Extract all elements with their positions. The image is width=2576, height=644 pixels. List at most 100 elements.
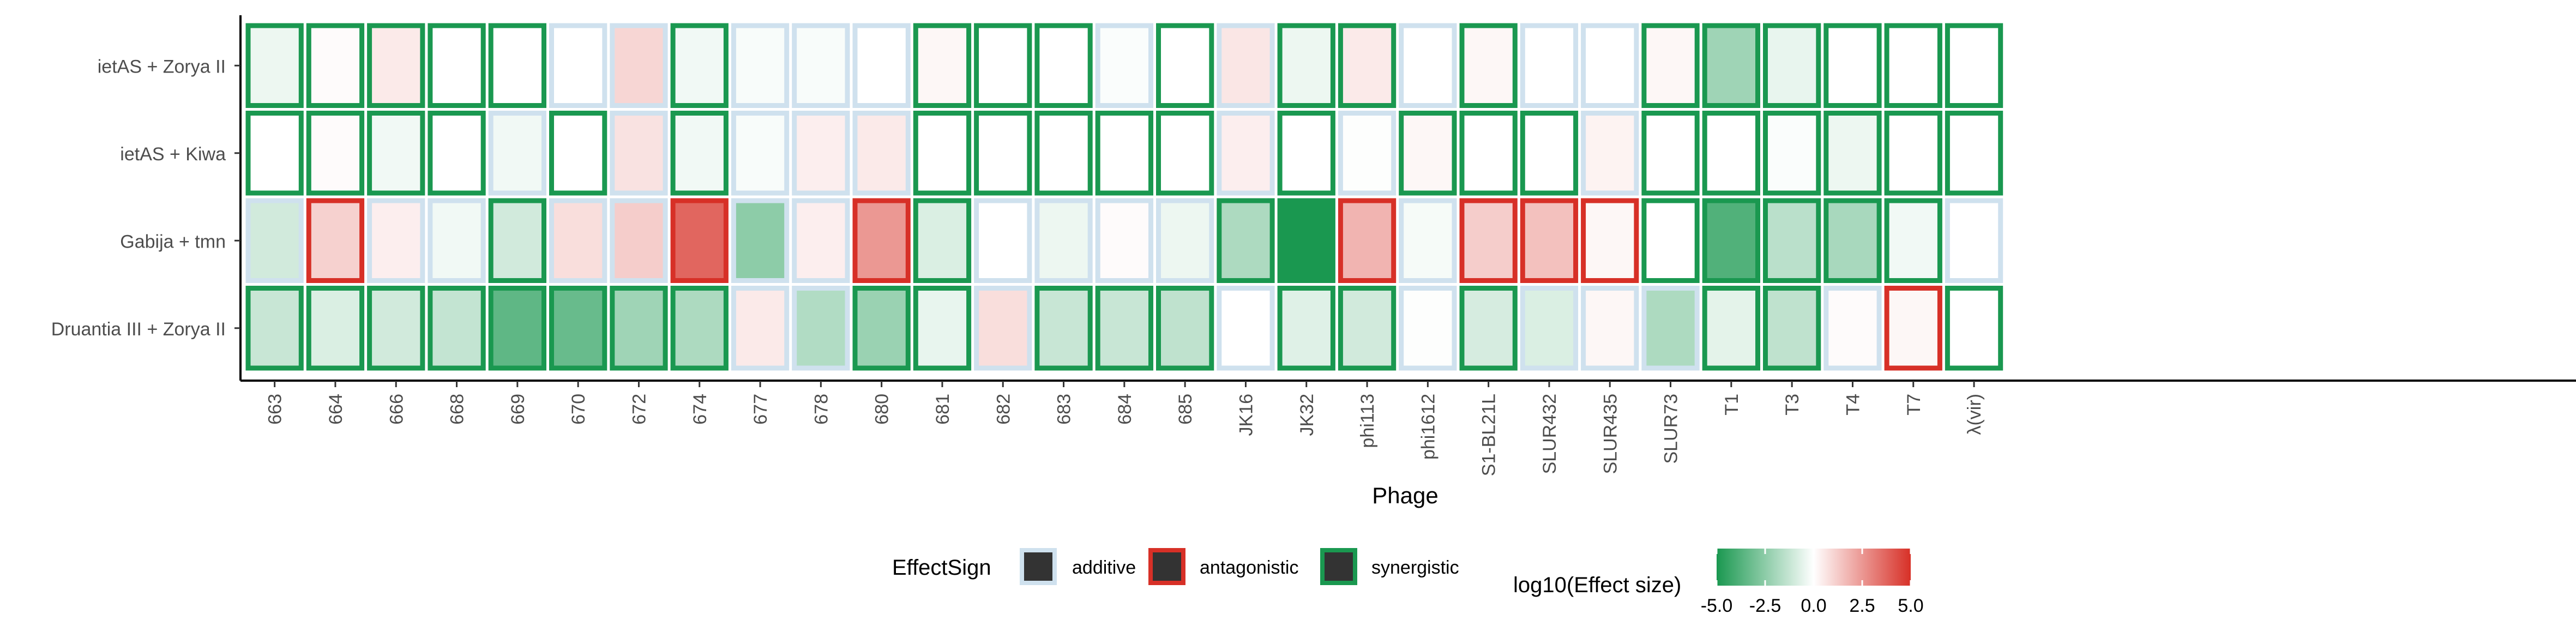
x-tick-label: T7 <box>1904 394 1924 416</box>
heatmap-cell <box>1884 111 1942 196</box>
heatmap-cell <box>1702 286 1760 371</box>
heatmap-cell <box>367 286 425 371</box>
x-tick-label: 677 <box>750 394 771 425</box>
heatmap-cell <box>306 111 365 196</box>
heatmap-cell <box>1399 198 1457 283</box>
heatmap-cell <box>1945 111 2003 196</box>
heatmap-cell <box>1338 23 1397 108</box>
x-tick-label: 670 <box>568 394 589 425</box>
heatmap-cell <box>1095 286 1153 371</box>
heatmap-cell <box>670 23 729 108</box>
heatmap-cell <box>1763 111 1821 196</box>
heatmap-cell <box>1520 198 1579 283</box>
heatmap-cell <box>974 198 1032 283</box>
heatmap-cell <box>245 198 304 283</box>
heatmap-cell <box>245 286 304 371</box>
heatmap-cell <box>549 286 607 371</box>
x-tick-label: 684 <box>1115 394 1135 425</box>
heatmap-cell <box>1884 286 1942 371</box>
heatmap-cell <box>1277 286 1335 371</box>
heatmap-cell <box>1823 111 1882 196</box>
heatmap-cell <box>1581 198 1639 283</box>
heatmap-cell <box>913 286 972 371</box>
x-tick-label: SLUR432 <box>1539 394 1560 474</box>
heatmap-cell <box>1217 23 1275 108</box>
heatmap-cell <box>1581 111 1639 196</box>
heatmap-cell <box>1763 23 1821 108</box>
heatmap-cell <box>306 198 365 283</box>
heatmap-cell <box>610 23 668 108</box>
heatmap-cell <box>1034 286 1093 371</box>
x-tick-label: 681 <box>932 394 953 425</box>
heatmap-cell <box>428 23 486 108</box>
x-tick-label: S1-BL21L <box>1479 394 1500 476</box>
heatmap-cell <box>913 23 972 108</box>
heatmap-cell <box>1641 286 1700 371</box>
color-scale-legend-title: log10(Effect size) <box>1513 573 1681 597</box>
heatmap-cell <box>1095 23 1153 108</box>
heatmap-cell <box>245 23 304 108</box>
x-tick-label: T3 <box>1782 394 1803 416</box>
x-tick-label: 669 <box>508 394 528 425</box>
heatmap-cell <box>488 198 547 283</box>
heatmap-cell <box>1095 111 1153 196</box>
x-tick-label: 674 <box>690 394 711 425</box>
legend-label-synergistic: synergistic <box>1371 557 1459 578</box>
x-tick-label: 672 <box>629 394 650 425</box>
legend-key-synergistic <box>1320 548 1357 585</box>
heatmap-cell <box>1823 286 1882 371</box>
x-tick-label: JK32 <box>1297 394 1317 436</box>
x-tick-label: 683 <box>1054 394 1075 425</box>
heatmap-cell <box>1459 198 1518 283</box>
heatmap-cell <box>549 23 607 108</box>
heatmap-cell <box>610 111 668 196</box>
heatmap-cell <box>731 286 790 371</box>
heatmap-cell <box>1641 23 1700 108</box>
x-tick-label: 682 <box>993 394 1014 425</box>
effect-sign-legend: EffectSign additive antagonistic synergist… <box>892 548 1459 585</box>
heatmap-cell <box>549 198 607 283</box>
effect-sign-legend-title: EffectSign <box>892 556 991 580</box>
x-tick-label: 666 <box>386 394 407 425</box>
heatmap-cell <box>731 23 790 108</box>
x-tick-label: 685 <box>1175 394 1196 425</box>
x-tick-label: 664 <box>326 394 346 425</box>
x-axis-title: Phage <box>1372 483 1438 508</box>
heatmap-cell <box>306 286 365 371</box>
heatmap-cell <box>792 111 850 196</box>
heatmap-cell <box>913 198 972 283</box>
color-scale-legend: log10(Effect size) -5.0 -2.5 0.0 2.5 5.0 <box>1513 549 1924 616</box>
heatmap-cell <box>913 111 972 196</box>
x-axis-labels: 663 664 666 668 669 670 672 674 677 678 680 681 682 6… <box>265 381 1985 476</box>
x-tick-label: 663 <box>265 394 286 425</box>
heatmap-cell <box>1034 111 1093 196</box>
heatmap-cell <box>852 286 911 371</box>
heatmap-cell <box>731 111 790 196</box>
heatmap-cell <box>1945 286 2003 371</box>
heatmap-cell <box>1702 198 1760 283</box>
heatmap-cell <box>367 111 425 196</box>
legend-label-antagonistic: antagonistic <box>1200 557 1298 578</box>
x-tick-label: phi1612 <box>1418 394 1439 460</box>
heatmap-cell <box>1277 198 1335 283</box>
y-tick-label: ietAS + Kiwa <box>120 144 226 165</box>
color-bar-tick-label: 2.5 <box>1849 595 1875 616</box>
heatmap-cell <box>1945 23 2003 108</box>
heatmap-cell <box>610 198 668 283</box>
heatmap-cell <box>1217 111 1275 196</box>
heatmap-cell <box>1520 111 1579 196</box>
heatmap-cell <box>670 111 729 196</box>
heatmap-cell <box>428 198 486 283</box>
heatmap-cell <box>1459 111 1518 196</box>
heatmap-cell <box>610 286 668 371</box>
heatmap-cell <box>852 198 911 283</box>
color-bar-tick-label: 5.0 <box>1898 595 1923 616</box>
heatmap-cell <box>792 286 850 371</box>
heatmap-cell <box>1763 286 1821 371</box>
heatmap-cell <box>1399 111 1457 196</box>
heatmap-cell <box>1520 23 1579 108</box>
heatmap-cell <box>1459 23 1518 108</box>
heatmap-cell <box>792 23 850 108</box>
color-bar-tick-label: 0.0 <box>1801 595 1826 616</box>
heatmap-cell <box>670 286 729 371</box>
